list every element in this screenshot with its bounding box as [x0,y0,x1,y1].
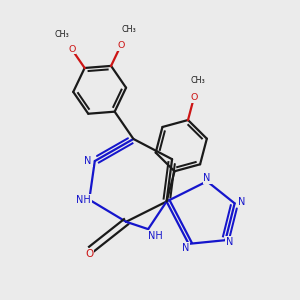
Text: O: O [85,249,93,259]
Text: O: O [117,41,124,50]
Text: N: N [203,173,211,183]
Text: CH₃: CH₃ [54,30,69,39]
Text: O: O [190,94,197,103]
Text: NH: NH [76,195,91,205]
Text: N: N [182,243,189,253]
Text: N: N [85,156,92,166]
Text: CH₃: CH₃ [121,25,136,34]
Text: O: O [68,45,75,54]
Text: CH₃: CH₃ [191,76,206,85]
Text: N: N [226,237,234,247]
Text: NH: NH [148,231,163,241]
Text: N: N [238,196,245,206]
